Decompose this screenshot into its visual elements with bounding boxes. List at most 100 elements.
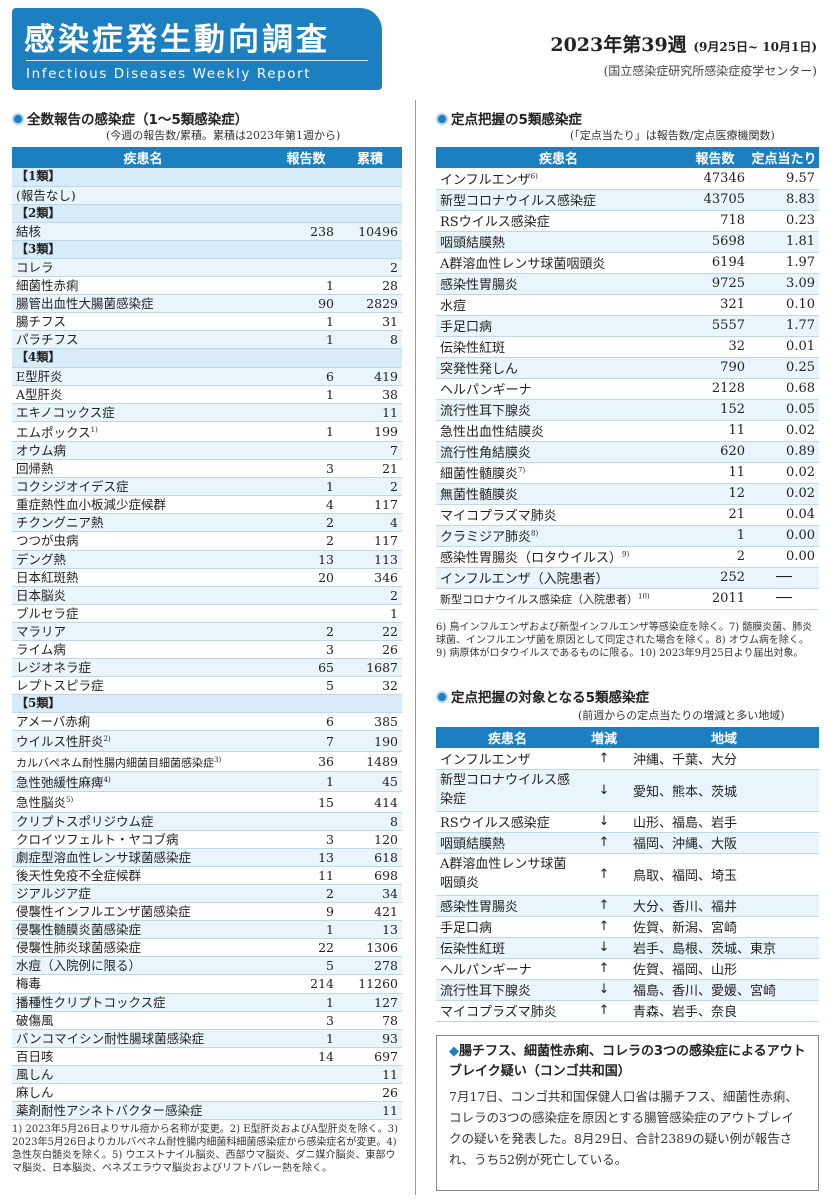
- disease-name: RSウイルス感染症: [440, 215, 550, 230]
- cumulative-cell: 2: [338, 477, 402, 497]
- table-row: ライム病 3 26: [12, 640, 402, 660]
- count-cell: [274, 604, 338, 623]
- disease-name: エムポックス: [16, 424, 91, 440]
- disease-name: 細菌性赤痢: [16, 278, 79, 294]
- news-box: ◆腸チフス、細菌性赤痢、コレラの3つの感染症によるアウトブレイク疑い（コンゴ共和…: [436, 1035, 819, 1191]
- count-cell: 13: [274, 848, 338, 867]
- region-cell: 福岡、沖縄、大阪: [629, 832, 819, 854]
- disease-cell: 結核: [12, 222, 274, 241]
- cumulative-cell: 127: [338, 993, 402, 1012]
- disease-cell: パラチフス: [12, 330, 274, 350]
- table-row: デング熱 13 113: [12, 550, 402, 569]
- disease-name: ブルセラ症: [16, 605, 79, 621]
- disease-name: クロイツフェルト・ヤコブ病: [16, 831, 179, 847]
- count-cell: 65: [274, 658, 338, 678]
- disease-cell: アメーバ赤痢: [12, 712, 274, 732]
- count-cell: 11: [274, 866, 338, 885]
- cumulative-cell: 421: [338, 902, 402, 922]
- count-cell: 11: [681, 462, 749, 484]
- footnote-ref: 5): [66, 796, 74, 805]
- trends-table: 疾患名 増減 地域 インフルエンザ ↑ 沖縄、千葉、大分 新型コロナウイルス感染症 ↓ 愛知、…: [436, 727, 819, 1022]
- disease-name: オウム病: [16, 443, 67, 459]
- region-cell: 鳥取、福岡、埼玉: [629, 853, 819, 896]
- arrow-up-icon: ↑: [579, 748, 629, 770]
- count-cell: 214: [274, 974, 338, 994]
- disease-name: 伝染性紅斑: [440, 341, 506, 356]
- disease-name: 手足口病: [436, 916, 579, 938]
- table-row: RSウイルス感染症 ↓ 山形、福島、岩手: [436, 811, 819, 833]
- disease-name: 重症熱性血小板減少症候群: [16, 497, 167, 513]
- disease-cell: 日本紅斑熱: [12, 568, 274, 587]
- footnote-ref: 3): [214, 755, 222, 764]
- table-row: レジオネラ症 65 1687: [12, 658, 402, 678]
- footnote-ref: 6): [530, 172, 538, 181]
- table-row: 流行性耳下腺炎 152 0.05: [436, 399, 819, 421]
- disease-name: 麻しん: [16, 1085, 54, 1101]
- disease-cell: (報告なし): [12, 186, 274, 205]
- column-divider: [415, 100, 416, 1195]
- count-cell: 3: [274, 830, 338, 849]
- disease-cell: ブルセラ症: [12, 604, 274, 623]
- disease-cell: ライム病: [12, 640, 274, 660]
- disease-name: 日本紅斑熱: [16, 569, 79, 585]
- table-row: 新型コロナウイルス感染症 43705 8.83: [436, 189, 819, 211]
- arrow-down-icon: ↓: [579, 811, 629, 833]
- footnote-ref: 9): [622, 550, 630, 559]
- count-cell: [274, 586, 338, 605]
- category-row: 【2類】: [12, 204, 402, 223]
- section-title-sentinel: 定点把握の5類感染症: [436, 108, 582, 128]
- disease-name: カルバペネム耐性腸内細菌目細菌感染症: [16, 756, 214, 770]
- col-disease: 疾患名: [436, 147, 681, 168]
- disease-cell: 急性脳炎5): [12, 791, 274, 813]
- col-count: 報告数: [274, 147, 338, 168]
- cumulative-cell: 1687: [338, 658, 402, 678]
- disease-cell: 流行性角結膜炎: [436, 441, 681, 463]
- count-cell: 2: [681, 546, 749, 568]
- disease-cell: A型肝炎: [12, 385, 274, 404]
- disease-name: コレラ: [16, 260, 54, 276]
- cumulative-cell: 26: [338, 640, 402, 660]
- table-row: 侵襲性髄膜炎菌感染症 1 13: [12, 920, 402, 940]
- count-cell: 9725: [681, 273, 749, 295]
- cumulative-cell: 4: [338, 513, 402, 533]
- disease-cell: エキノコックス症: [12, 403, 274, 422]
- table-row: コクシジオイデス症 1 2: [12, 477, 402, 497]
- count-cell: 1: [274, 993, 338, 1012]
- disease-name: マイコプラズマ肺炎: [440, 509, 557, 524]
- disease-name: 劇症型溶血性レンサ球菌感染症: [16, 849, 192, 865]
- disease-cell: 侵襲性髄膜炎菌感染症: [12, 920, 274, 940]
- cumulative-cell: 38: [338, 385, 402, 404]
- disease-name: 手足口病: [440, 320, 493, 335]
- cumulative-cell: 22: [338, 622, 402, 642]
- disease-name: (報告なし): [16, 187, 76, 203]
- disease-cell: 破傷風: [12, 1011, 274, 1030]
- per-sentinel-cell: 0.02: [749, 420, 819, 442]
- per-sentinel-cell: 1.77: [749, 315, 819, 337]
- table-row: 水痘 321 0.10: [436, 294, 819, 316]
- title-divider: [26, 60, 368, 61]
- table-row: インフルエンザ（入院患者） 252 ──: [436, 567, 819, 589]
- table-row: 伝染性紅斑 ↓ 岩手、島根、茨城、東京: [436, 937, 819, 959]
- table-row: マイコプラズマ肺炎 ↑ 青森、岩手、奈良: [436, 1000, 819, 1022]
- disease-cell: クラミジア肺炎8): [436, 525, 681, 547]
- per-sentinel-cell: 1.97: [749, 252, 819, 274]
- count-cell: 1: [274, 421, 338, 442]
- disease-cell: バンコマイシン耐性腸球菌感染症: [12, 1029, 274, 1048]
- disease-name: 急性弛緩性麻痺: [16, 775, 104, 791]
- count-cell: 14: [274, 1047, 338, 1066]
- disease-name: 風しん: [16, 1066, 54, 1082]
- count-cell: 12: [681, 483, 749, 505]
- count-cell: 20: [274, 568, 338, 587]
- category-label: 【1類】: [12, 168, 402, 187]
- disease-name: 流行性耳下腺炎: [440, 404, 532, 419]
- count-cell: [274, 812, 338, 831]
- table-row: 腸管出血性大腸菌感染症 90 2829: [12, 294, 402, 314]
- disease-cell: ウイルス性肝炎2): [12, 730, 274, 752]
- arrow-up-icon: ↑: [579, 1000, 629, 1022]
- table-row: 手足口病 ↑ 佐賀、新潟、宮崎: [436, 916, 819, 938]
- disease-name: A群溶血性レンサ球菌咽頭炎: [440, 257, 606, 272]
- region-cell: 佐賀、新潟、宮崎: [629, 916, 819, 938]
- section-note-trends: (前週からの定点当たりの増減と多い地域): [578, 709, 785, 722]
- table-row: 突発性発しん 790 0.25: [436, 357, 819, 379]
- cumulative-cell: 117: [338, 531, 402, 551]
